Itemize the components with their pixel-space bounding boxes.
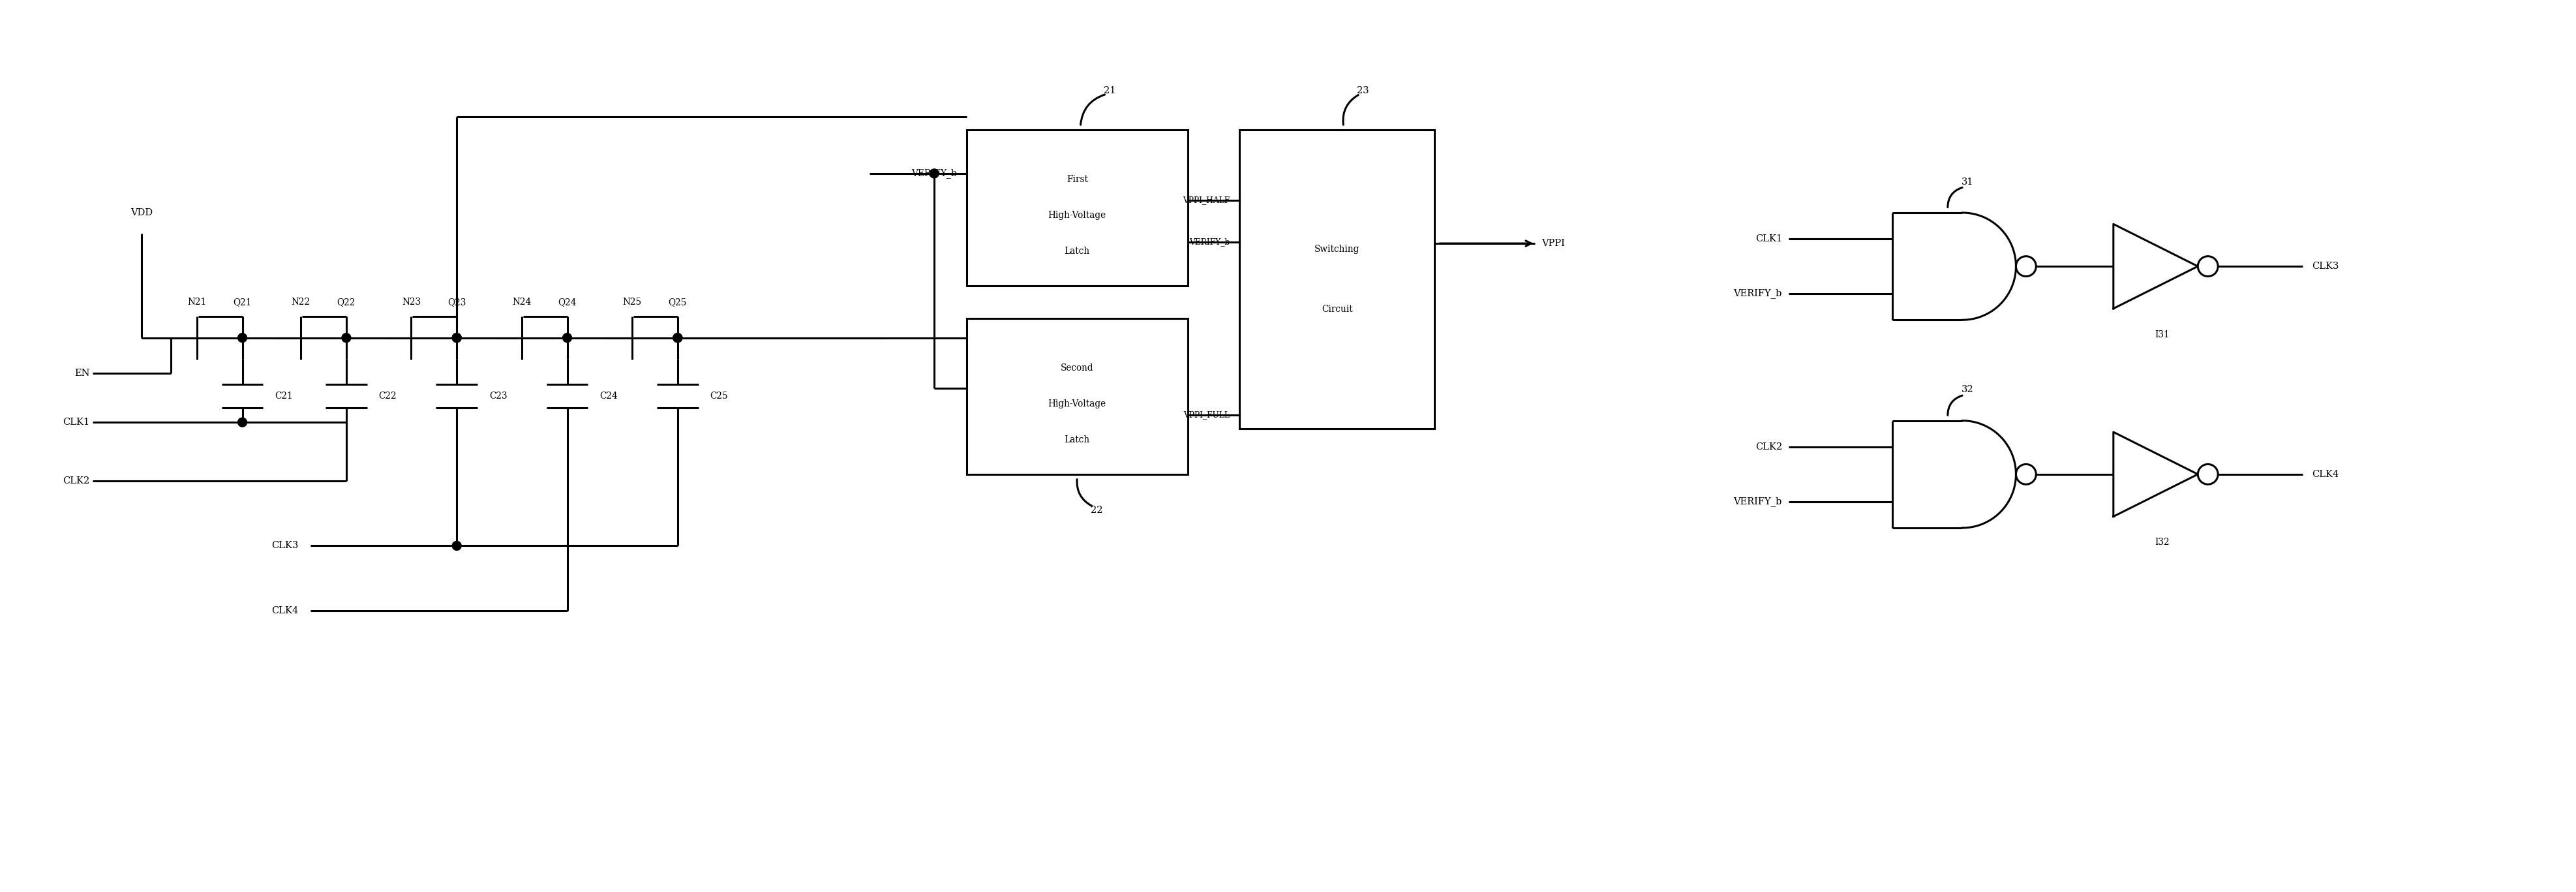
Text: 23: 23 (1358, 87, 1368, 95)
Text: CLK1: CLK1 (62, 417, 90, 427)
Text: Q21: Q21 (232, 298, 252, 307)
Text: Q25: Q25 (667, 298, 688, 307)
Text: N24: N24 (513, 298, 531, 307)
Circle shape (453, 334, 461, 343)
Text: 31: 31 (1960, 178, 1973, 186)
Bar (1239, 130, 1435, 429)
Circle shape (562, 334, 572, 343)
Text: VPPI_FULL: VPPI_FULL (1182, 410, 1229, 419)
Circle shape (237, 417, 247, 427)
Circle shape (343, 334, 350, 343)
Text: N25: N25 (623, 298, 641, 307)
Bar (966, 130, 1188, 285)
Text: 32: 32 (1960, 385, 1973, 394)
Text: 21: 21 (1103, 87, 1115, 95)
Text: Q23: Q23 (448, 298, 466, 307)
Circle shape (672, 334, 683, 343)
Text: CLK2: CLK2 (1754, 442, 1783, 451)
Circle shape (672, 334, 683, 343)
Text: C23: C23 (489, 392, 507, 401)
Circle shape (453, 334, 461, 343)
Text: Q24: Q24 (559, 298, 577, 307)
Text: N22: N22 (291, 298, 309, 307)
Text: C25: C25 (711, 392, 729, 401)
Text: I31: I31 (2154, 330, 2169, 339)
Text: VPPI: VPPI (1540, 239, 1566, 248)
Text: N21: N21 (188, 298, 206, 307)
Circle shape (2017, 464, 2035, 484)
Text: 22: 22 (1090, 506, 1103, 515)
Text: Q22: Q22 (337, 298, 355, 307)
Text: Latch: Latch (1064, 435, 1090, 444)
Text: Circuit: Circuit (1321, 305, 1352, 314)
Text: EN: EN (75, 369, 90, 378)
Text: CLK3: CLK3 (2313, 261, 2339, 271)
Text: Second: Second (1061, 364, 1095, 373)
Circle shape (453, 541, 461, 550)
Text: CLK4: CLK4 (2313, 470, 2339, 479)
Text: VDD: VDD (131, 209, 152, 218)
Text: High-Voltage: High-Voltage (1048, 211, 1105, 220)
Circle shape (2197, 464, 2218, 484)
Circle shape (2017, 256, 2035, 277)
Text: I32: I32 (2154, 538, 2169, 547)
Text: VERIFY_b: VERIFY_b (1734, 289, 1783, 299)
Circle shape (2197, 256, 2218, 277)
Text: First: First (1066, 175, 1087, 185)
Text: C24: C24 (600, 392, 618, 401)
Text: High-Voltage: High-Voltage (1048, 400, 1105, 409)
Text: CLK1: CLK1 (1754, 235, 1783, 244)
Text: Switching: Switching (1314, 244, 1360, 254)
Text: Latch: Latch (1064, 247, 1090, 256)
Text: VPPI_HALF: VPPI_HALF (1182, 195, 1229, 204)
Text: CLK2: CLK2 (62, 476, 90, 485)
Text: CLK3: CLK3 (270, 541, 299, 550)
Text: VERIFY_b: VERIFY_b (1190, 238, 1229, 246)
Text: C21: C21 (276, 392, 294, 401)
Text: VERIFY_b: VERIFY_b (912, 169, 958, 178)
Text: VERIFY_b: VERIFY_b (1734, 497, 1783, 507)
Text: N23: N23 (402, 298, 420, 307)
Circle shape (237, 334, 247, 343)
Text: CLK4: CLK4 (270, 607, 299, 615)
Circle shape (930, 169, 938, 178)
Text: C22: C22 (379, 392, 397, 401)
Bar (966, 318, 1188, 475)
